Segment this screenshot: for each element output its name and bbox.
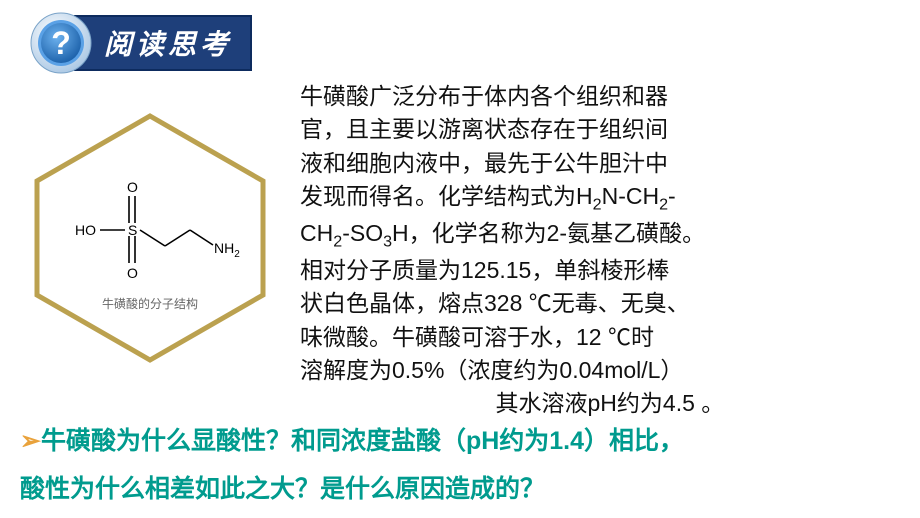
molecule-caption: 牛磺酸的分子结构 xyxy=(102,296,198,311)
question-block: ➢牛磺酸为什么显酸性？和同浓度盐酸（pH约为1.4）相比， 酸性为什么相差如此之… xyxy=(20,418,900,513)
body-line-1: 牛磺酸广泛分布于体内各个组织和器 xyxy=(300,83,668,109)
body-line-7: 状白色晶体，熔点328 ℃无毒、无臭、 xyxy=(300,290,690,316)
label-s: S xyxy=(128,222,137,238)
body-paragraph: 牛磺酸广泛分布于体内各个组织和器 官，且主要以游离状态存在于组织间 液和细胞内液… xyxy=(300,80,910,421)
body-line-5: CH2-SO3H，化学名称为2-氨基乙磺酸。 xyxy=(300,220,705,246)
question-line-1: 牛磺酸为什么显酸性？和同浓度盐酸（pH约为1.4）相比， xyxy=(41,427,684,455)
header-band: ? 阅读思考 xyxy=(30,12,252,74)
body-line-9: 溶解度为0.5%（浓度约为0.04mol/L） xyxy=(300,357,683,383)
section-title: 阅读思考 xyxy=(74,15,252,71)
body-line-6: 相对分子质量为125.15，单斜棱形棒 xyxy=(300,257,669,283)
body-line-2: 官，且主要以游离状态存在于组织间 xyxy=(300,116,668,142)
body-line-3: 液和细胞内液中，最先于公牛胆汁中 xyxy=(300,150,668,176)
body-line-4: 发现而得名。化学结构式为H2N-CH2- xyxy=(300,183,676,209)
molecule-hexagon: HO S O O NH2 牛磺酸的分子结构 xyxy=(20,108,280,368)
question-mark-icon: ? xyxy=(30,12,92,74)
body-line-8: 味微酸。牛磺酸可溶于水，12 ℃时 xyxy=(300,324,654,350)
label-ho: HO xyxy=(75,222,96,238)
svg-text:?: ? xyxy=(51,25,71,61)
label-o1: O xyxy=(127,179,138,195)
question-line-2: 酸性为什么相差如此之大？是什么原因造成的？ xyxy=(20,475,545,503)
label-o2: O xyxy=(127,265,138,281)
bullet-arrow-icon: ➢ xyxy=(20,427,41,455)
body-line-10: 其水溶液pH约为4.5 。 xyxy=(300,387,910,420)
